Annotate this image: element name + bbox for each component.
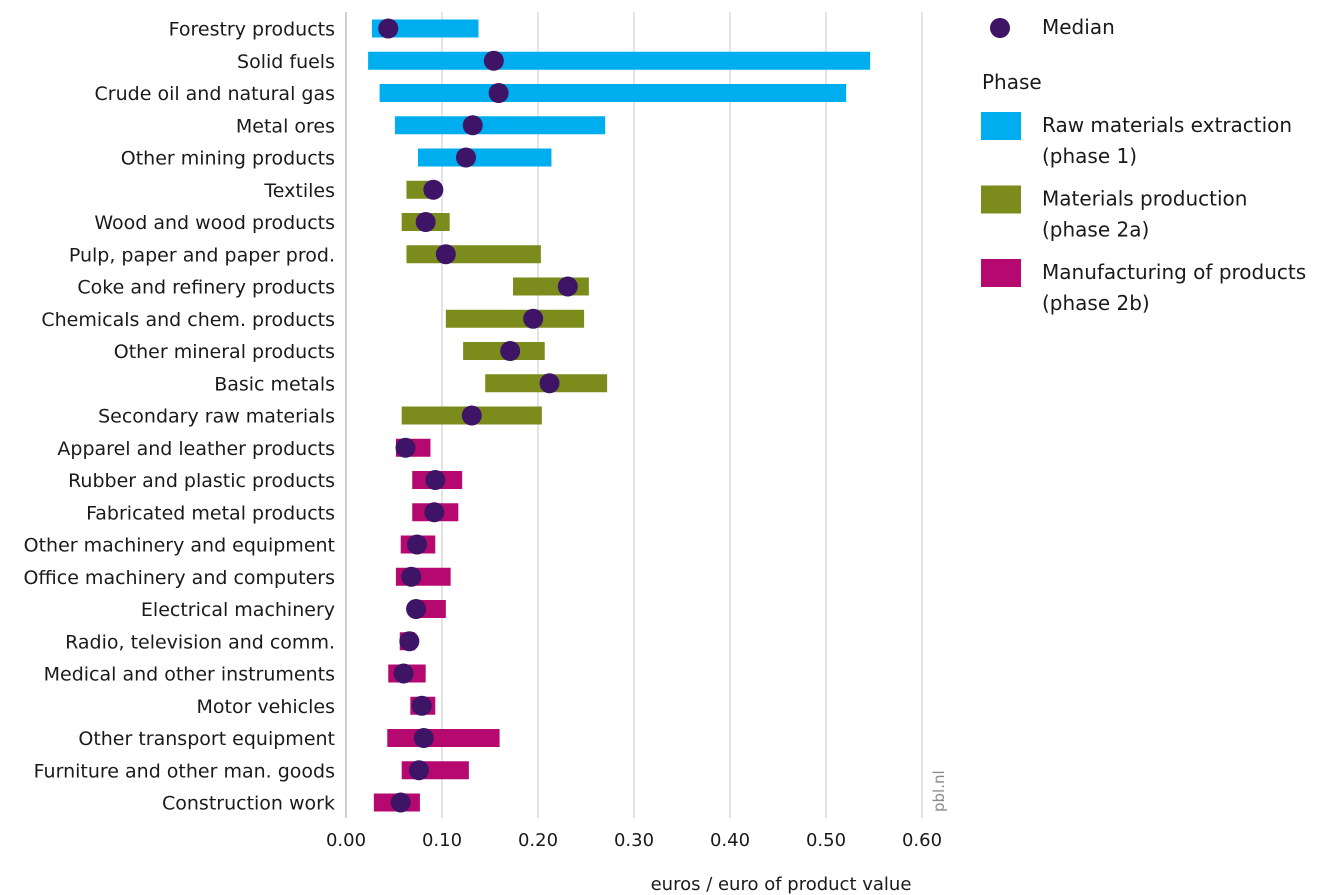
category-label: Solid fuels [237,51,335,73]
median-marker [378,18,399,39]
category-label: Electrical machinery [141,599,335,621]
category-label: Apparel and leather products [57,438,335,460]
category-label: Forestry products [169,19,335,41]
median-marker [456,147,476,168]
category-label: Other mineral products [114,341,335,363]
median-marker [390,792,411,813]
legend-item-sublabel: (phase 2a) [1042,218,1149,242]
category-label: Metal ores [236,115,335,137]
x-tick-label: 0.60 [902,830,942,851]
range-bar [418,148,552,167]
category-label: Crude oil and natural gas [95,83,335,105]
category-label: Textiles [263,180,335,202]
median-marker [395,437,416,458]
median-marker [401,566,422,587]
legend-item-sublabel: (phase 1) [1042,144,1137,168]
legend-swatch [981,185,1021,214]
category-label: Furniture and other man. goods [34,760,335,782]
range-bar [387,729,500,747]
median-marker [523,308,544,329]
category-label: Other transport equipment [78,728,335,750]
category-label: Chemicals and chem. products [41,309,335,331]
x-tick-label: 0.50 [806,830,846,851]
category-label: Coke and refinery products [77,277,335,299]
median-marker [488,83,509,103]
legend-item-sublabel: (phase 2b) [1042,291,1150,315]
median-marker [539,373,560,394]
median-marker [393,663,414,684]
category-label: Basic metals [214,373,335,395]
median-marker [407,534,428,555]
median-marker [408,760,429,781]
x-tick-labels: 0.00 0.10 0.20 0.30 0.40 0.50 0.60 [326,830,942,851]
x-tick-label: 0.20 [518,830,558,851]
median-markers [378,18,578,813]
range-bar [394,116,606,135]
category-label: Secondary raw materials [98,406,335,428]
category-label: Motor vehicles [196,696,335,718]
x-tick-label: 0.00 [326,830,366,851]
category-label: Medical and other instruments [44,664,335,686]
legend-item-label: Manufacturing of products [1042,260,1306,284]
median-marker [424,502,445,523]
legend-swatch [981,259,1021,287]
median-marker [423,179,444,200]
median-marker [413,728,434,748]
range-bar [368,51,871,70]
legend-title: Phase [982,70,1042,94]
median-marker [415,212,436,232]
range-bar [371,19,479,38]
x-tick-label: 0.10 [422,830,462,851]
legend-item-label: Raw materials extraction [1042,113,1292,137]
x-axis-title: euros / euro of product value [651,874,912,895]
range-bars [368,19,871,812]
category-label: Wood and wood products [94,212,335,234]
category-label: Radio, television and comm. [65,631,335,653]
legend-median-marker [990,18,1010,38]
watermark: pbl.nl [930,770,948,812]
median-marker [461,405,482,426]
category-label: Other mining products [121,148,335,170]
legend-median-label: Median [1042,15,1115,39]
median-marker [411,695,432,716]
category-label: Rubber and plastic products [68,470,335,492]
category-label: Pulp, paper and paper prod. [69,244,335,266]
category-label: Other machinery and equipment [24,535,335,557]
category-label: Fabricated metal products [86,502,335,524]
median-marker [425,470,446,490]
range-bar [445,309,585,328]
category-labels: Forestry products Solid fuels Crude oil an… [23,19,335,815]
median-marker [483,50,504,71]
median-marker [462,115,483,136]
legend-swatch [981,112,1021,140]
range-bar [406,245,541,264]
range-bar [379,84,847,102]
median-marker [435,244,456,265]
median-marker [406,599,427,619]
median-marker [399,631,420,652]
x-tick-label: 0.40 [710,830,750,851]
x-tick-label: 0.30 [614,830,654,851]
category-label: Office machinery and computers [23,567,335,589]
median-marker [500,341,521,361]
median-marker [557,276,578,297]
legend-item-label: Materials production [1042,187,1247,211]
category-label: Construction work [162,793,335,815]
